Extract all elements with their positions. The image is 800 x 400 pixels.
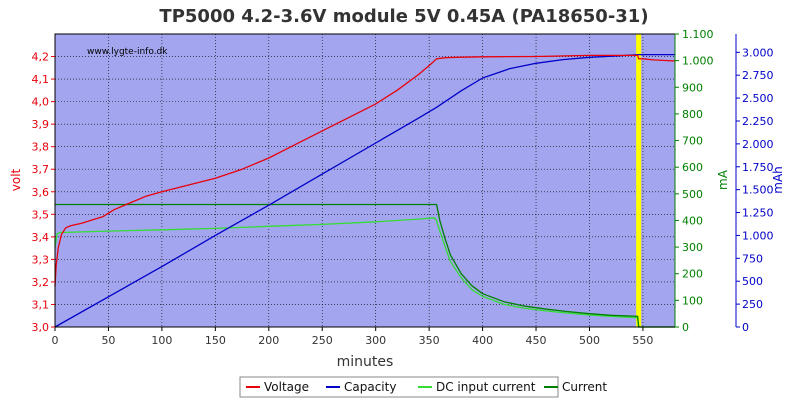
x-tick-label: 500 [579, 334, 600, 347]
y-tick-label-mah: 2.750 [742, 69, 774, 82]
y-tick-label-ma: 600 [682, 161, 703, 174]
series-line-dc-input-current [54, 217, 675, 328]
x-tick-label: 100 [151, 334, 172, 347]
y-tick-label-volt: 4,2 [32, 51, 50, 64]
y-tick-label-mah: 2.250 [742, 115, 774, 128]
x-tick-label: 150 [205, 334, 226, 347]
y-tick-label-ma: 500 [682, 188, 703, 201]
series-line-current [55, 203, 675, 328]
y-tick-label-mah: 1.250 [742, 207, 774, 220]
x-axis-label: minutes [337, 354, 394, 370]
y-tick-label-ma: 100 [682, 294, 703, 307]
x-tick-label: 250 [312, 334, 333, 347]
series-line-capacity [54, 53, 675, 328]
series-layer [54, 34, 676, 328]
y-tick-label-volt: 3,9 [32, 118, 50, 131]
y-tick-label-mah: 500 [742, 275, 763, 288]
legend-entry: Voltage [264, 380, 309, 394]
x-tick-label: 350 [419, 334, 440, 347]
legend-entry: DC input current [436, 380, 536, 394]
watermark: www.lygte-info.dk [87, 47, 168, 57]
axes: 0 50 100 150 200 250 300 350 400 450 500 550 3,0 3,1 3… [32, 28, 774, 347]
y-tick-label-volt: 3,3 [32, 253, 50, 266]
y-tick-label-ma: 900 [682, 81, 703, 94]
y-tick-label-mah: 1.750 [742, 161, 774, 174]
y-axis-label-ma: mA [716, 169, 730, 190]
y-axis-label-mah: mAh [771, 166, 785, 194]
x-tick-label: 300 [365, 334, 386, 347]
x-tick-label: 200 [258, 334, 279, 347]
x-tick-label: 50 [101, 334, 115, 347]
y-tick-label-mah: 3.000 [742, 46, 774, 59]
chart-title: TP5000 4.2-3.6V module 5V 0.45A (PA18650… [159, 6, 648, 27]
y-tick-label-volt: 3,2 [32, 276, 50, 289]
y-axis-label-volt: volt [9, 168, 23, 191]
y-tick-label-mah: 2.500 [742, 92, 774, 105]
y-tick-label-mah: 750 [742, 252, 763, 265]
x-tick-label: 550 [632, 334, 653, 347]
y-tick-label-mah: 250 [742, 298, 763, 311]
x-tick-label: 400 [472, 334, 493, 347]
y-tick-label-volt: 4,0 [32, 96, 50, 109]
y-tick-label-volt: 3,6 [32, 186, 50, 199]
y-tick-label-ma: 800 [682, 108, 703, 121]
y-tick-label-ma: 1.000 [682, 55, 714, 68]
plot-area [55, 34, 675, 327]
y-tick-label-ma: 1.100 [682, 28, 714, 41]
series-line-voltage [54, 54, 676, 287]
y-tick-label-volt: 3,1 [32, 298, 50, 311]
y-tick-label-ma: 700 [682, 135, 703, 148]
y-tick-label-mah: 1.000 [742, 229, 774, 242]
legend-entry: Current [562, 380, 607, 394]
y-tick-label-volt: 3,8 [32, 141, 50, 154]
x-tick-label: 450 [526, 334, 547, 347]
y-tick-label-volt: 3,0 [32, 321, 50, 334]
y-tick-label-ma: 300 [682, 241, 703, 254]
y-tick-label-volt: 3,5 [32, 208, 50, 221]
legend: Voltage Capacity DC input current Current [239, 376, 607, 398]
x-tick-label: 0 [52, 334, 59, 347]
y-tick-label-volt: 3,7 [32, 163, 50, 176]
y-tick-label-volt: 4,1 [32, 73, 50, 86]
y-tick-label-mah: 2.000 [742, 138, 774, 151]
y-tick-label-mah: 0 [742, 321, 749, 334]
y-tick-label-ma: 200 [682, 268, 703, 281]
y-tick-label-ma: 400 [682, 214, 703, 227]
y-tick-label-volt: 3,4 [32, 231, 50, 244]
legend-entry: Capacity [344, 380, 396, 394]
y-tick-label-ma: 0 [682, 321, 689, 334]
y-tick-label-mah: 1.500 [742, 184, 774, 197]
